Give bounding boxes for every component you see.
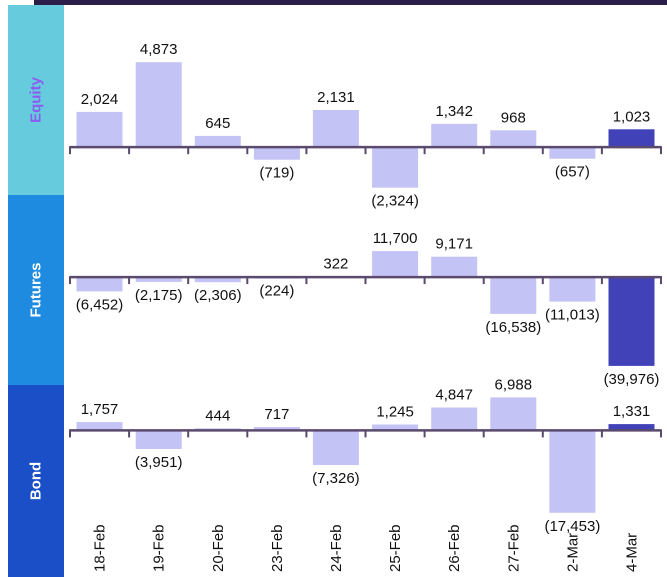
equity-value-label: (719) [259,165,294,182]
bond-value-label: 444 [205,407,230,424]
equity-bar [253,147,300,160]
bond-value-label: 1,245 [376,404,414,421]
bond-band: Bond [8,385,64,577]
x-tick-label: 27-Feb [505,524,522,572]
equity-value-label: 1,342 [435,103,473,120]
x-tick-label: 20-Feb [210,524,227,572]
x-tick-label: 23-Feb [269,524,286,572]
futures-bar [431,256,478,278]
x-tick-label: 2-Mar [564,533,581,572]
top-rule [34,0,667,5]
bond-bar [549,430,596,513]
futures-value-label: (16,538) [485,319,541,336]
equity-value-label: 1,023 [613,108,651,125]
futures-value-label: 11,700 [373,230,418,247]
futures-bar [76,277,123,292]
bond-bar [253,427,300,431]
futures-value-label: (2,306) [194,287,242,304]
bond-value-label: 6,988 [495,376,533,393]
x-tick-label: 18-Feb [92,524,109,572]
bond-value-label: (7,326) [312,470,360,487]
bond-bar [312,430,359,465]
bond-bar [490,397,537,431]
equity-value-label: 2,024 [81,91,119,108]
equity-value-label: 4,873 [140,41,178,58]
bond-value-label: 1,757 [81,401,119,418]
equity-value-label: (2,324) [371,193,419,210]
equity-value-label: 645 [205,115,230,132]
x-tick-label: 4-Mar [623,533,640,572]
futures-bar [135,277,182,282]
futures-value-label: (2,175) [135,287,183,304]
futures-bar [372,251,419,278]
bond-value-label: 4,847 [435,387,473,404]
bond-bar [608,424,655,431]
bond-value-label: (17,453) [544,518,600,535]
futures-value-label: 322 [323,255,348,272]
equity-bar [608,129,655,148]
equity-band: Equity [8,5,64,195]
futures-bar [608,277,655,366]
equity-bar [135,62,182,148]
futures-value-label: (39,976) [604,371,660,388]
x-tick-label: 24-Feb [328,524,345,572]
equity-bar [372,147,419,188]
futures-bar [194,277,241,283]
equity-bar [431,123,478,148]
futures-value-label: (11,013) [545,307,600,324]
x-tick-label: 25-Feb [387,524,404,572]
futures-band: Futures [8,195,64,385]
bond-value-label: 717 [264,406,289,423]
equity-bar [490,130,537,148]
futures-value-label: 9,171 [435,236,473,253]
equity-value-label: 968 [501,109,526,126]
equity-value-label: 2,131 [317,89,355,106]
equity-bar [76,111,123,148]
equity-bar [194,135,241,148]
bond-bar [76,422,123,431]
equity-bar [549,147,596,159]
bond-bar [372,424,419,431]
futures-bar [490,277,537,314]
equity-bar [312,110,359,148]
equity-value-label: (657) [555,164,590,181]
futures-value-label: (6,452) [76,296,124,313]
bond-bar [135,430,182,449]
futures-bar [549,277,596,302]
bond-bar [431,407,478,431]
x-tick-label: 19-Feb [151,524,168,572]
futures-value-label: (224) [259,283,294,300]
bond-value-label: 1,331 [613,403,651,420]
bond-value-label: (3,951) [135,454,183,471]
x-tick-label: 26-Feb [446,524,463,572]
